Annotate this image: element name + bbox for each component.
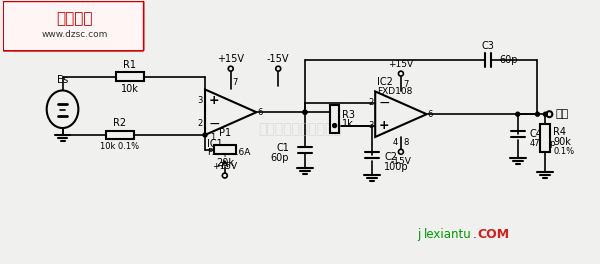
Text: R1: R1 <box>124 60 136 70</box>
Text: 3: 3 <box>197 96 203 105</box>
Circle shape <box>535 112 539 116</box>
Circle shape <box>332 124 337 128</box>
Text: R2: R2 <box>113 118 127 128</box>
Text: 6: 6 <box>428 110 433 119</box>
Text: 2: 2 <box>368 98 373 107</box>
Text: 3: 3 <box>368 121 373 130</box>
Text: FXop-16A: FXop-16A <box>207 148 250 157</box>
Text: R4: R4 <box>553 127 566 137</box>
Circle shape <box>544 112 547 116</box>
Text: Es: Es <box>57 74 68 84</box>
Text: 10k: 10k <box>121 83 139 93</box>
Text: +15V: +15V <box>217 54 244 64</box>
Text: −: − <box>378 96 390 110</box>
Bar <box>106 130 134 139</box>
Text: +15V: +15V <box>212 162 238 171</box>
Circle shape <box>516 112 520 116</box>
Text: C3: C3 <box>482 41 494 51</box>
Text: 60p: 60p <box>271 153 289 163</box>
Text: 4: 4 <box>393 138 398 147</box>
Text: 维库一下: 维库一下 <box>56 11 92 26</box>
Text: 2: 2 <box>198 119 203 128</box>
FancyBboxPatch shape <box>3 1 143 51</box>
Text: 10k 0.1%: 10k 0.1% <box>100 142 139 151</box>
Text: 60p: 60p <box>500 55 518 65</box>
Text: +: + <box>379 119 389 132</box>
Text: 100p: 100p <box>384 162 409 172</box>
Text: www.dzsc.com: www.dzsc.com <box>41 30 107 39</box>
Text: 4700p: 4700p <box>530 139 556 148</box>
Text: 杭州将睷科技有限公司: 杭州将睷科技有限公司 <box>258 122 342 136</box>
Text: IC1: IC1 <box>207 139 223 149</box>
Text: 6: 6 <box>257 108 263 117</box>
Text: 7: 7 <box>233 78 238 87</box>
Bar <box>541 124 550 152</box>
Text: 1k: 1k <box>341 119 353 129</box>
Bar <box>330 105 339 133</box>
Text: .: . <box>473 228 477 241</box>
Text: C2: C2 <box>384 152 397 162</box>
Text: 0.1%: 0.1% <box>553 147 574 156</box>
Text: 1: 1 <box>210 133 215 142</box>
Bar <box>116 72 143 81</box>
Text: +: + <box>209 94 219 107</box>
Text: 90k: 90k <box>553 137 571 147</box>
Text: P1: P1 <box>219 128 231 138</box>
Text: C4: C4 <box>530 129 542 139</box>
Text: 20k: 20k <box>216 158 234 168</box>
Text: -15V: -15V <box>391 157 412 166</box>
Circle shape <box>303 110 307 114</box>
Text: lexiantu: lexiantu <box>424 228 472 241</box>
Text: -15V: -15V <box>267 54 289 64</box>
Text: C1: C1 <box>276 143 289 153</box>
Text: −: − <box>208 117 220 131</box>
Text: IC2: IC2 <box>377 77 393 87</box>
Bar <box>214 145 236 154</box>
Text: R3: R3 <box>341 110 355 120</box>
Text: j: j <box>417 228 420 241</box>
Text: 输出: 输出 <box>555 109 569 119</box>
Circle shape <box>203 133 207 137</box>
Circle shape <box>303 110 307 114</box>
Text: 8: 8 <box>403 138 408 147</box>
Text: COM: COM <box>477 228 509 241</box>
Text: FXD108: FXD108 <box>377 87 413 96</box>
Text: +15V: +15V <box>388 60 413 69</box>
Text: 7: 7 <box>403 81 408 89</box>
